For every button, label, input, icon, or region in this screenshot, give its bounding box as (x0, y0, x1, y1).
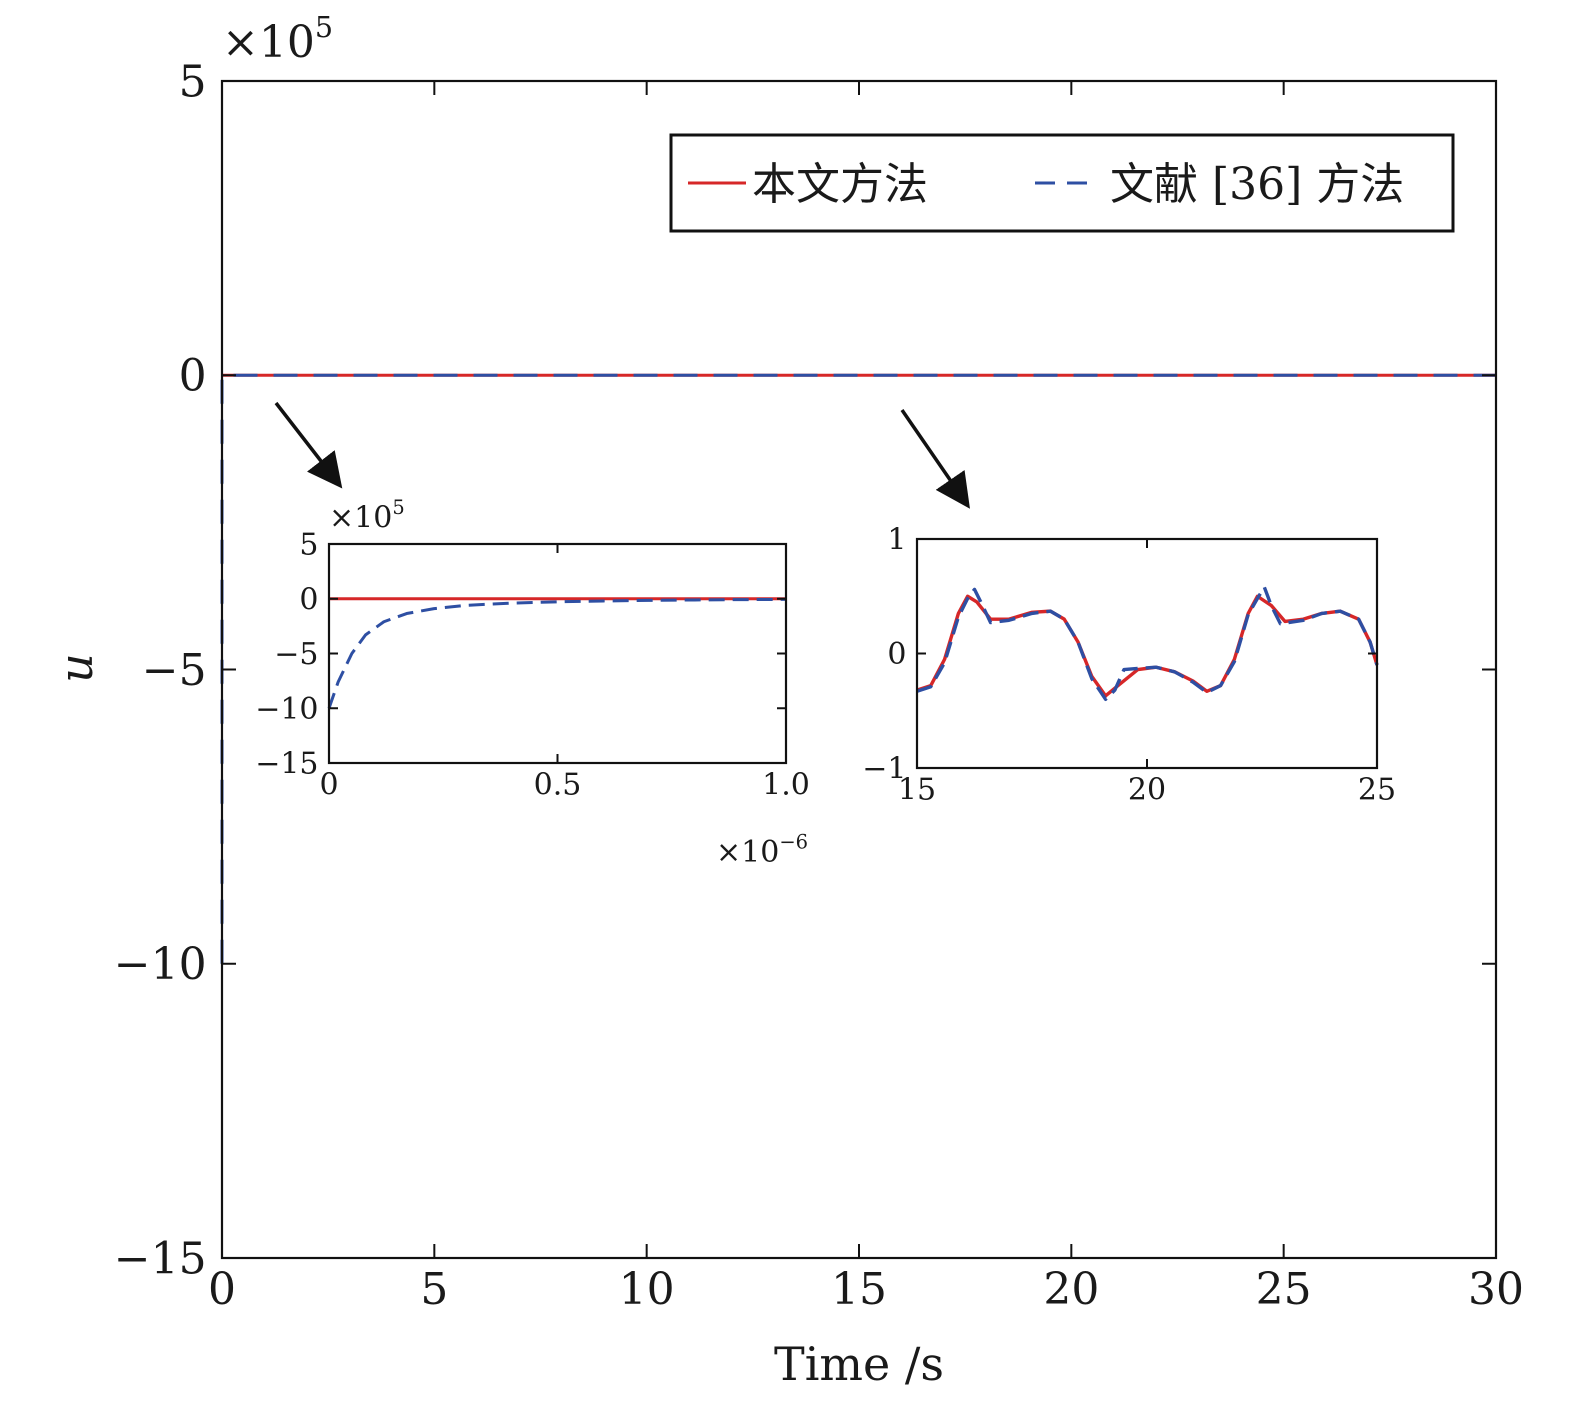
plot-area (917, 539, 1377, 768)
y-tick-label: −10 (114, 939, 207, 990)
x-tick-label: 0 (319, 768, 338, 803)
x-multiplier: ×10−6 (716, 831, 808, 871)
x-tick-label: 25 (1358, 773, 1396, 808)
y-axis-label: u (49, 653, 103, 683)
legend-label: 本文方法 (752, 159, 928, 210)
y-tick-label: −5 (274, 637, 318, 672)
x-tick-label: 1.0 (762, 768, 810, 803)
y-tick-label: 0 (299, 582, 318, 617)
y-tick-label: 5 (179, 56, 207, 107)
x-tick-label: 30 (1468, 1264, 1524, 1315)
x-tick-label: 10 (619, 1264, 675, 1315)
x-tick-label: 0 (208, 1264, 236, 1315)
x-tick-label: 15 (898, 773, 936, 808)
zoom-arrow-right (900, 409, 970, 509)
x-axis-label: Time /s (774, 1337, 944, 1391)
y-tick-label: −10 (255, 692, 318, 727)
y-tick-label: −5 (142, 645, 207, 696)
y-multiplier: ×105 (222, 10, 333, 68)
inset-plot-zoom: 15 20 25 1 0 −1 (862, 523, 1396, 808)
y-tick-label: 1 (887, 523, 906, 558)
legend: 本文方法 文献 [36] 方法 (669, 133, 1455, 233)
y-tick-label: 5 (299, 528, 318, 563)
x-tick-label: 5 (420, 1264, 448, 1315)
y-tick-label: −15 (255, 747, 318, 782)
x-tick-label: 15 (831, 1264, 887, 1315)
x-tick-label: 20 (1128, 773, 1166, 808)
x-tick-label: 25 (1256, 1264, 1312, 1315)
y-tick-label: 0 (179, 351, 207, 402)
y-tick-label: 0 (887, 637, 906, 672)
y-tick-label: −15 (114, 1233, 207, 1284)
x-tick-label: 20 (1043, 1264, 1099, 1315)
zoom-arrow-left (274, 401, 343, 489)
y-multiplier: ×105 (329, 496, 405, 536)
y-tick-label: −1 (862, 752, 906, 787)
series-line-dashed (916, 585, 1379, 701)
legend-label: 文献 [36] 方法 (1110, 159, 1404, 210)
legend-box (669, 133, 1455, 233)
x-tick-label: 0.5 (534, 768, 582, 803)
inset-plot-initial: 0 0.5 1.0 5 0 −5 −10 −15 ×105 ×10−6 (255, 496, 810, 870)
plot-area (329, 544, 786, 763)
